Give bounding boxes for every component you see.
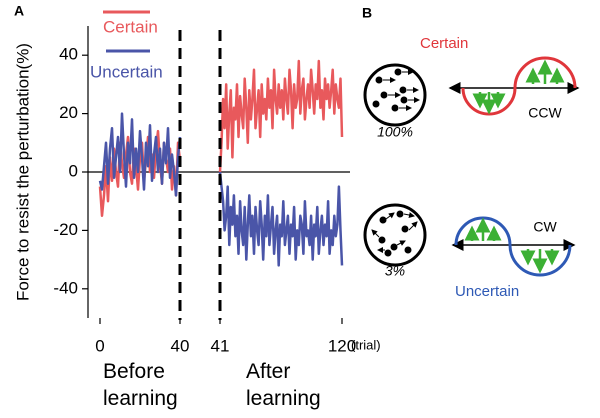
particles <box>372 68 420 112</box>
x-tick-label: 120 <box>328 336 356 355</box>
field-circle <box>363 63 427 127</box>
direction-label: CW <box>533 219 557 235</box>
field-circle <box>363 203 427 267</box>
series-line <box>218 59 344 173</box>
percent-label: 100% <box>377 124 413 140</box>
panel-a: A Force to resist the perturbation(%) -4… <box>13 3 380 410</box>
green-arrows <box>472 59 565 115</box>
phase-label: After learning <box>246 360 321 410</box>
percent-label: 3% <box>385 263 405 279</box>
legend-label: Certain <box>103 17 158 36</box>
condition-label: Uncertain <box>455 283 519 300</box>
condition-label: Certain <box>420 35 468 52</box>
x-tick-label: 40 <box>171 336 190 355</box>
trajectory <box>461 56 577 116</box>
series-line <box>218 171 344 267</box>
x-unit-label: (trial) <box>351 337 381 352</box>
panel-b: B Certain 100% CCW <box>362 5 580 300</box>
series-line <box>98 112 182 197</box>
trajectory <box>454 216 572 277</box>
y-tick-label: -40 <box>53 278 78 297</box>
panel-label: A <box>14 3 24 19</box>
y-tick-label: -20 <box>53 220 78 239</box>
green-arrows <box>464 217 560 274</box>
x-tick-label: 0 <box>95 336 104 355</box>
phase-label: Before learning <box>103 360 178 410</box>
y-tick-label: 20 <box>59 103 78 122</box>
y-tick-label: 0 <box>69 161 78 180</box>
y-tick-label: 40 <box>59 45 78 64</box>
x-tick-label: 41 <box>211 336 230 355</box>
particles <box>371 210 418 257</box>
direction-label: CCW <box>528 105 562 121</box>
legend-label: Uncertain <box>90 62 163 81</box>
panel-label: B <box>362 5 372 21</box>
y-axis-label: Force to resist the perturbation(%) <box>13 43 32 301</box>
